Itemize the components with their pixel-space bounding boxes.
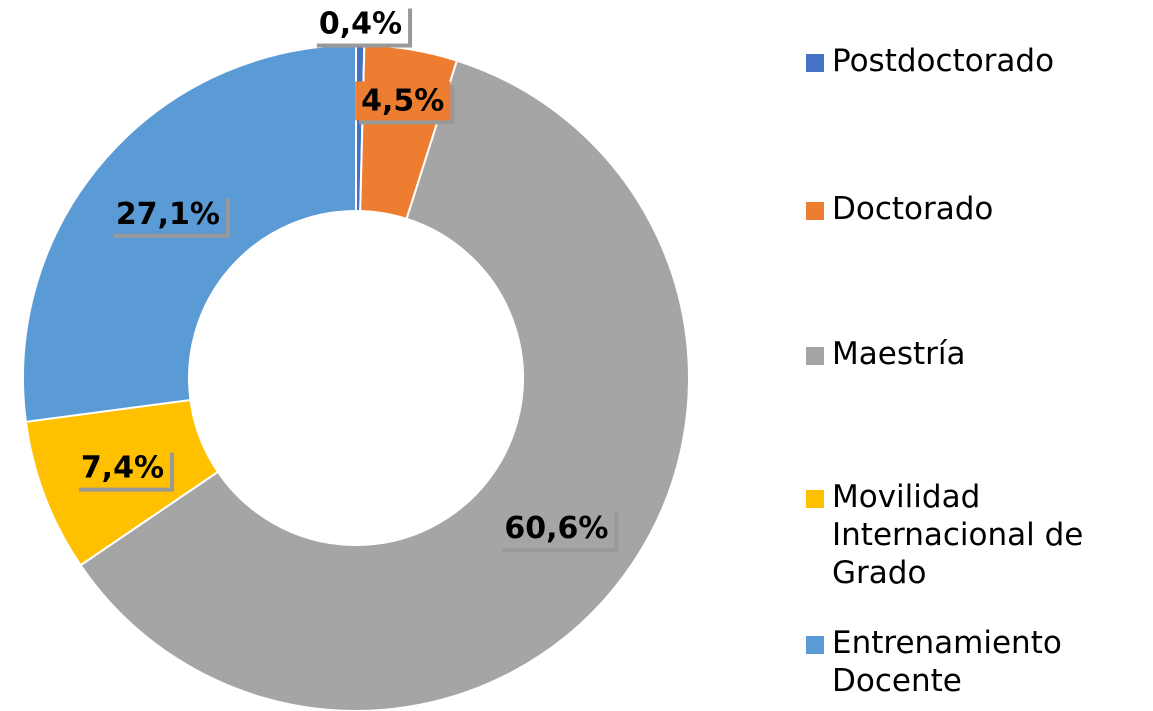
legend-label: Postdoctorado xyxy=(832,43,1055,79)
label-box xyxy=(498,508,615,548)
legend-item: Entrenamiento Docente xyxy=(806,624,1146,700)
legend-swatch xyxy=(806,202,824,220)
value-label-group: 0,4% xyxy=(312,4,413,48)
value-label-group: 27,1% xyxy=(109,194,230,238)
legend-item: Postdoctorado xyxy=(806,42,1146,80)
legend-label: Doctorado xyxy=(832,191,994,227)
legend-item: Doctorado xyxy=(806,190,1146,228)
value-label-group: 4,5% xyxy=(355,81,455,125)
value-label: 0,4% xyxy=(319,7,402,42)
legend-item: Movilidad Internacional de Grado xyxy=(806,478,1146,592)
legend-label: Movilidad Internacional de Grado xyxy=(832,479,1084,591)
legend-swatch xyxy=(806,636,824,654)
legend-swatch xyxy=(806,347,824,365)
label-box xyxy=(109,194,226,234)
value-label: 27,1% xyxy=(116,197,220,232)
legend-label: Entrenamiento Docente xyxy=(832,625,1062,699)
label-box xyxy=(74,448,171,488)
value-label-group: 7,4% xyxy=(74,448,175,492)
legend-item: Maestría xyxy=(806,335,1146,373)
value-label: 4,5% xyxy=(361,83,444,118)
label-box xyxy=(312,4,409,44)
label-box xyxy=(355,81,451,121)
legend-label: Maestría xyxy=(832,336,966,372)
value-label: 7,4% xyxy=(81,451,164,486)
value-label-group: 60,6% xyxy=(498,508,619,552)
legend-swatch xyxy=(806,54,824,72)
value-label: 60,6% xyxy=(504,511,608,546)
legend-swatch xyxy=(806,490,824,508)
